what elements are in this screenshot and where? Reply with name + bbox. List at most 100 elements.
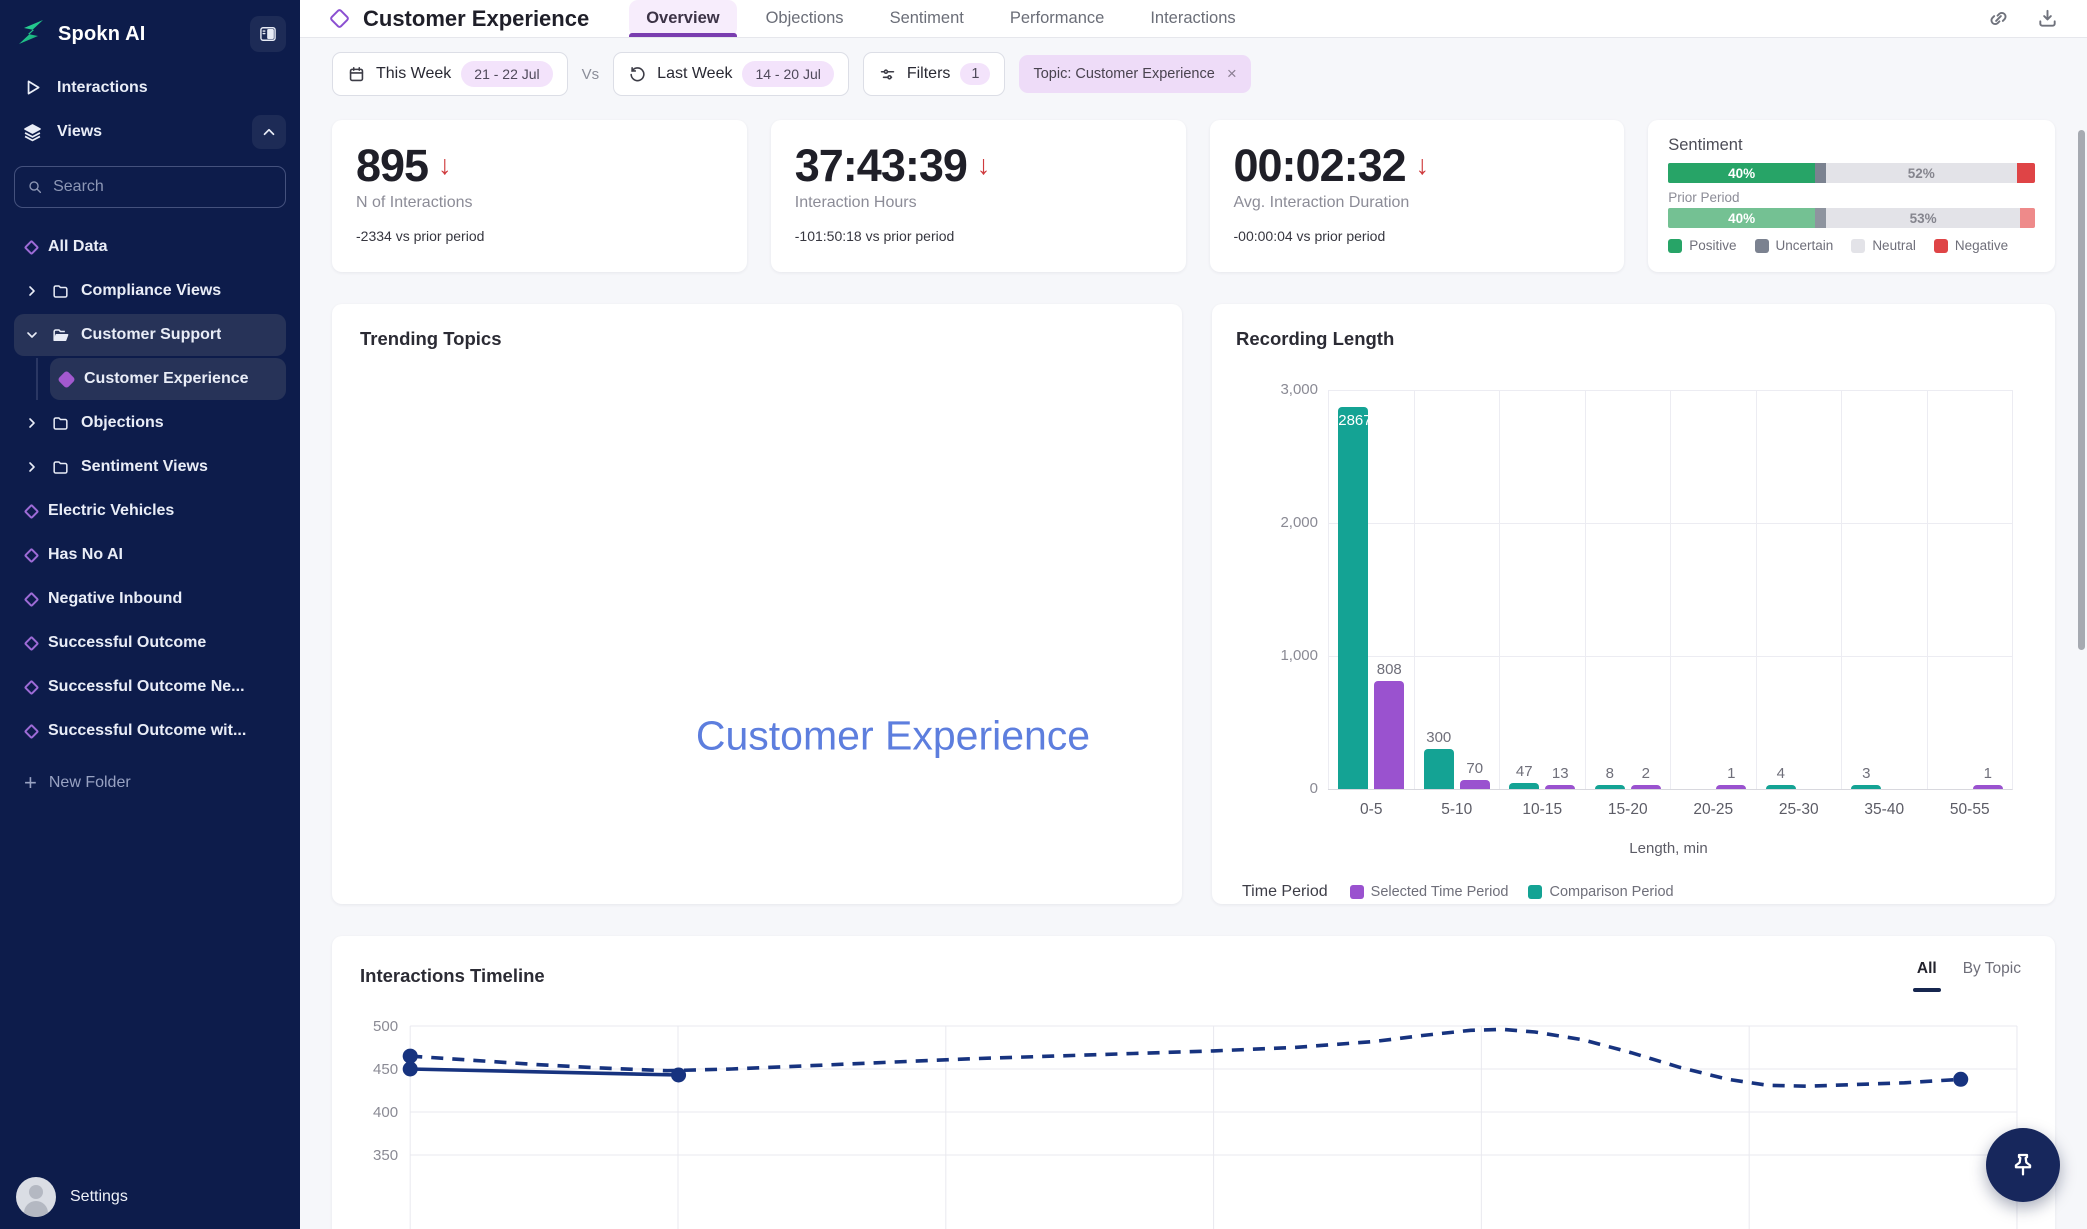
collapse-sidebar-button[interactable] [250, 16, 286, 52]
sentiment-segment-neutral[interactable]: 52% [1825, 163, 2017, 183]
download-icon [2039, 9, 2056, 27]
chevron-up-icon [263, 128, 275, 136]
bar-value-label: 808 [1376, 661, 1402, 678]
view-diamond-icon [328, 7, 351, 30]
bar-selected-10-15[interactable] [1545, 785, 1576, 789]
tab-overview[interactable]: Overview [629, 0, 737, 37]
chevron-right-icon [29, 286, 35, 296]
remove-topic-chip-icon[interactable]: × [1226, 64, 1237, 83]
plus-icon: + [24, 770, 37, 795]
sentiment-segment-neutral[interactable]: 53% [1825, 208, 2021, 228]
sidebar-view-has-no-ai[interactable]: Has No AI [14, 534, 286, 576]
uncertain-swatch [1754, 238, 1769, 253]
bar-selected-5-10[interactable] [1459, 780, 1490, 789]
sentiment-segment-positive[interactable]: 40% [1668, 208, 1815, 228]
x-tick: 20-25 [1693, 801, 1734, 818]
bar-comparison-35-40[interactable] [1851, 785, 1882, 789]
bar-selected-15-20[interactable] [1630, 785, 1661, 789]
charts-row: Trending Topics Customer Experience Reco… [332, 304, 2055, 904]
tab-objections[interactable]: Objections [765, 9, 844, 27]
topbar-actions [1987, 7, 2059, 30]
kpi-value: 37:43:39 [794, 140, 968, 191]
sidebar-view-customer-experience[interactable]: Customer Experience [50, 358, 286, 400]
sentiment-bar-prior: 40% 53% [1668, 208, 2035, 228]
collapse-views-button[interactable] [252, 115, 286, 149]
trending-topic-word[interactable]: Customer Experience [695, 712, 1091, 759]
pushpin-icon [2014, 1153, 2032, 1176]
bar-comparison-25-30[interactable] [1765, 785, 1796, 789]
sidebar-folder-customer-support[interactable]: Customer Support [14, 314, 286, 356]
play-icon [27, 80, 40, 95]
svg-text:350: 350 [373, 1147, 398, 1164]
sidebar-folder-sentiment-views[interactable]: Sentiment Views [14, 446, 286, 488]
search-icon [29, 181, 42, 194]
timeline-tab-by-topic[interactable]: By Topic [1962, 960, 2021, 977]
tab-performance[interactable]: Performance [1009, 9, 1105, 27]
sidebar-item-label: Views [57, 123, 103, 140]
x-tick: 25-30 [1778, 801, 1819, 818]
recording-length-xlabel: Length, min [1629, 840, 1708, 857]
sentiment-segment-uncertain[interactable] [1814, 208, 1826, 228]
brand-row: Spokn AI [0, 0, 300, 66]
x-tick: 15-20 [1607, 801, 1648, 818]
page-title: Customer Experience [363, 5, 590, 31]
diamond-icon [23, 591, 40, 607]
sidebar-folder-objections[interactable]: Objections [14, 402, 286, 444]
brand-name: Spokn AI [58, 22, 146, 45]
bar-value-label: 300 [1426, 729, 1452, 746]
sidebar: Spokn AI Interactions Views All Data [0, 0, 300, 1229]
legend-title: Time Period [1242, 883, 1328, 900]
x-tick: 0-5 [1360, 801, 1383, 818]
sentiment-legend: Positive Uncertain Neutral Negative [1668, 238, 2035, 253]
timeline-tab-all[interactable]: All [1912, 960, 1941, 992]
download-button[interactable] [2036, 7, 2059, 30]
views-tree: All Data Compliance Views Customer Suppo… [0, 220, 300, 758]
y-tick: 1,000 [1280, 646, 1318, 664]
sidebar-view-negative-inbound[interactable]: Negative Inbound [14, 578, 286, 620]
sidebar-item-interactions[interactable]: Interactions [0, 66, 300, 109]
sentiment-segment-uncertain[interactable] [1814, 163, 1826, 183]
sidebar-collapse-icon [260, 27, 276, 41]
diamond-icon [23, 239, 40, 255]
bar-value-label: 70 [1466, 760, 1484, 777]
new-folder-button[interactable]: + New Folder [24, 770, 131, 795]
bar-comparison-0-5[interactable]: 2867 [1338, 407, 1372, 789]
recording-length-title: Recording Length [1236, 328, 1395, 349]
sidebar-view-successful-outcome-ne[interactable]: Successful Outcome Ne... [14, 666, 286, 708]
layers-icon [24, 123, 41, 141]
copy-link-button[interactable] [1987, 7, 2010, 30]
page-scrollbar[interactable] [2078, 130, 2085, 650]
settings-button[interactable]: Settings [16, 1177, 128, 1217]
comparison-period-button[interactable]: Last Week 14 - 20 Jul [613, 52, 849, 96]
sidebar-view-successful-outcome-wit[interactable]: Successful Outcome wit... [14, 710, 286, 752]
sidebar-item-views[interactable]: Views [0, 109, 300, 160]
tab-interactions[interactable]: Interactions [1150, 9, 1236, 27]
main-tabs: Overview Objections Sentiment Performanc… [629, 0, 1987, 37]
kpi-label: N of Interactions [356, 194, 473, 211]
bar-comparison-5-10[interactable] [1423, 749, 1454, 789]
sidebar-folder-compliance-views[interactable]: Compliance Views [14, 270, 286, 312]
trend-down-icon: ↓ [438, 150, 452, 180]
bar-comparison-15-20[interactable] [1594, 785, 1625, 789]
topic-filter-chip[interactable]: Topic: Customer Experience × [1019, 55, 1251, 93]
sentiment-segment-negative[interactable] [2020, 208, 2035, 228]
sentiment-segment-positive[interactable]: 40% [1668, 163, 1815, 183]
filters-button[interactable]: Filters 1 [862, 52, 1006, 96]
tab-sentiment[interactable]: Sentiment [889, 9, 964, 27]
bar-comparison-10-15[interactable] [1509, 783, 1540, 789]
bar-selected-50-55[interactable] [1972, 785, 2003, 789]
x-tick: 10-15 [1522, 801, 1563, 818]
bar-selected-20-25[interactable] [1716, 785, 1747, 789]
spokn-logo-icon [16, 17, 46, 52]
sidebar-view-electric-vehicles[interactable]: Electric Vehicles [14, 490, 286, 532]
sidebar-view-successful-outcome[interactable]: Successful Outcome [14, 622, 286, 664]
sentiment-segment-negative[interactable] [2016, 163, 2035, 183]
y-tick: 0 [1309, 780, 1318, 797]
kpi-value: 895 [356, 140, 429, 191]
interactions-timeline-title: Interactions Timeline [360, 965, 545, 986]
pin-fab-button[interactable] [1986, 1128, 2060, 1202]
sidebar-item-all-data[interactable]: All Data [14, 226, 286, 268]
primary-period-button[interactable]: This Week 21 - 22 Jul [332, 52, 568, 96]
search-input[interactable] [53, 178, 273, 196]
bar-selected-0-5[interactable] [1374, 681, 1405, 789]
